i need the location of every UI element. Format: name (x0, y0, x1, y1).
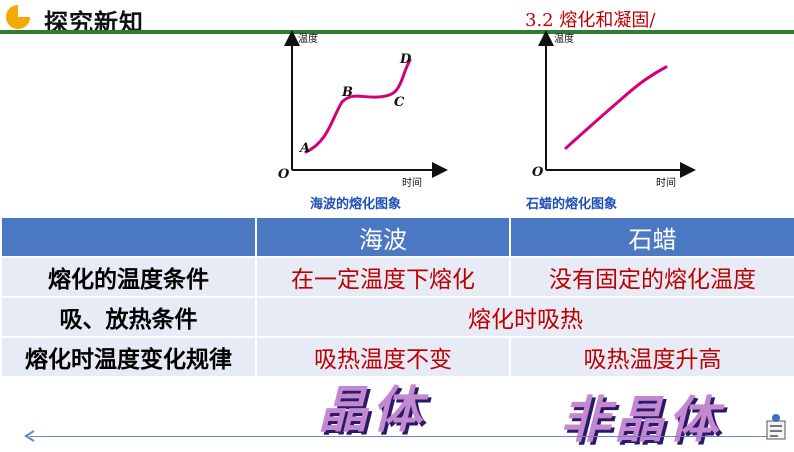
chart-haibo-xlabel: 时间 (402, 176, 422, 189)
pie-logo-icon (6, 5, 30, 29)
chart-haibo-point-b: B (341, 85, 353, 100)
chart-shila-xlabel: 时间 (656, 176, 676, 189)
footer-line (30, 436, 770, 437)
chart-shila-origin: O (532, 165, 544, 180)
chart-haibo-caption: 海波的熔化图象 (310, 197, 402, 212)
header-divider (0, 30, 794, 34)
table-row: 吸、放热条件 熔化时吸热 (0, 296, 794, 338)
art-label-amorphous: 非晶体 (560, 390, 722, 449)
table-header-haibo: 海波 (255, 216, 511, 258)
section-label: 3.2 熔化和凝固/ (525, 10, 656, 31)
chart-haibo-point-a: A (298, 141, 310, 156)
table-row: 熔化时温度变化规律 吸热温度不变 吸热温度升高 (0, 336, 794, 378)
row-label-heat-condition: 吸、放热条件 (0, 296, 257, 338)
cell-shila-temperature-change: 吸热温度升高 (509, 336, 794, 378)
chart-haibo-ylabel: 温度 (298, 32, 318, 45)
book-figure-icon (766, 414, 786, 440)
chart-haibo-svg: A B C D O 温度 时间 (278, 30, 448, 189)
table-header-empty (0, 216, 257, 258)
row-label-temperature-condition: 熔化的温度条件 (0, 256, 257, 298)
art-label-crystal: 晶体 (318, 380, 426, 439)
cell-haibo-temperature-change: 吸热温度不变 (255, 336, 511, 378)
chart-shila-caption: 石蜡的熔化图象 (526, 197, 618, 212)
chart-haibo: A B C D O 温度 时间 (270, 30, 450, 192)
row-label-temperature-change: 熔化时温度变化规律 (0, 336, 257, 378)
table-header-shila: 石蜡 (509, 216, 794, 258)
chart-haibo-curve (304, 58, 412, 154)
table-row: 熔化的温度条件 在一定温度下熔化 没有固定的熔化温度 (0, 256, 794, 298)
cell-both-heat-condition: 熔化时吸热 (255, 296, 794, 338)
comparison-table: 海波 石蜡 熔化的温度条件 在一定温度下熔化 没有固定的熔化温度 吸、放热条件 … (0, 216, 794, 378)
footer-arrow-icon (24, 430, 35, 442)
chart-haibo-point-c: C (394, 95, 405, 110)
chart-haibo-origin: O (278, 167, 290, 182)
table-header-row: 海波 石蜡 (0, 216, 794, 258)
header: 探究新知 (0, 0, 794, 40)
chart-shila-svg: O 温度 时间 (532, 30, 696, 189)
chart-haibo-point-d: D (399, 52, 412, 67)
chart-shila-ylabel: 温度 (554, 32, 574, 45)
chart-shila: O 温度 时间 (528, 30, 698, 192)
chart-shila-curve (564, 65, 668, 150)
cell-shila-temperature-condition: 没有固定的熔化温度 (509, 256, 794, 298)
cell-haibo-temperature-condition: 在一定温度下熔化 (255, 256, 511, 298)
